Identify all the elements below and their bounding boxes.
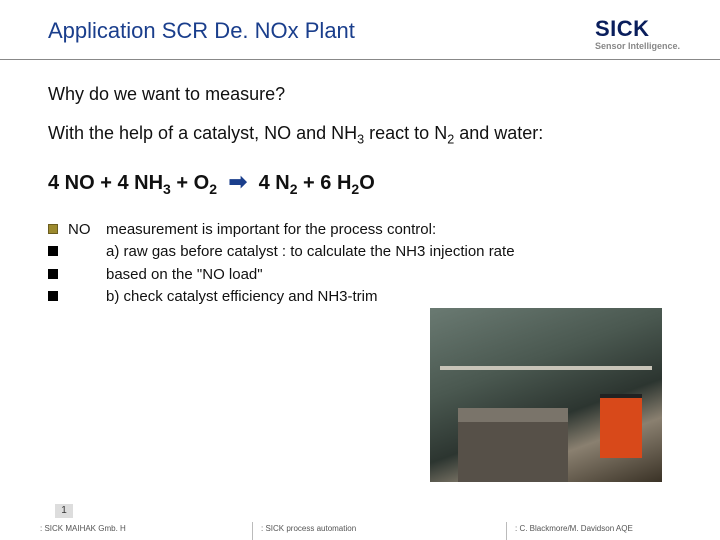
slide-title: Application SCR De. NOx Plant [48, 18, 355, 44]
footer-left: : SICK MAIHAK Gmb. H [0, 522, 252, 540]
footer-center: : SICK process automation [252, 522, 506, 540]
slide-body: Why do we want to measure? With the help… [0, 60, 720, 309]
description-line: With the help of a catalyst, NO and NH3 … [48, 123, 672, 147]
list-item: NO measurement is important for the proc… [48, 219, 672, 242]
bullet-icon [48, 246, 58, 256]
footer-right: : C. Blackmore/M. Davidson AQE [506, 522, 720, 540]
bullet-icon [48, 224, 58, 234]
eq-term: + O [171, 172, 209, 194]
list-item: based on the "NO load" [48, 264, 672, 287]
desc-part: react to N [364, 123, 447, 143]
logo-tagline: Sensor Intelligence. [595, 42, 680, 51]
eq-term: O [359, 172, 375, 194]
slide-header: Application SCR De. NOx Plant SICK Senso… [0, 0, 720, 60]
arrow-icon: ➡ [223, 169, 253, 194]
bullet-text: a) raw gas before catalyst : to calculat… [106, 241, 672, 264]
bullet-label: NO [68, 219, 106, 242]
page-number: 1 [55, 504, 73, 518]
eq-sub: 2 [209, 181, 217, 197]
bullet-icon [48, 269, 58, 279]
list-item: a) raw gas before catalyst : to calculat… [48, 241, 672, 264]
photo-detail [440, 366, 652, 370]
subheading: Why do we want to measure? [48, 84, 672, 105]
chemical-equation: 4 NO + 4 NH3 + O2 ➡ 4 N2 + 6 H2O [48, 169, 672, 197]
list-item: b) check catalyst efficiency and NH3-tri… [48, 286, 672, 309]
bullet-text: measurement is important for the process… [106, 219, 672, 242]
bullet-text: based on the "NO load" [106, 264, 672, 287]
eq-term: 4 N [259, 172, 290, 194]
slide-footer: : SICK MAIHAK Gmb. H : SICK process auto… [0, 522, 720, 540]
logo-text: SICK [595, 18, 680, 40]
eq-term: 4 NO + 4 NH [48, 172, 163, 194]
bullet-list: NO measurement is important for the proc… [48, 219, 672, 309]
eq-sub: 3 [163, 181, 171, 197]
plant-photo [430, 308, 662, 482]
bullet-text: b) check catalyst efficiency and NH3-tri… [106, 286, 672, 309]
desc-part: and water: [454, 123, 543, 143]
desc-part: With the help of a catalyst, NO and NH [48, 123, 357, 143]
brand-logo: SICK Sensor Intelligence. [595, 18, 680, 51]
bullet-icon [48, 291, 58, 301]
eq-term: + 6 H [297, 172, 351, 194]
